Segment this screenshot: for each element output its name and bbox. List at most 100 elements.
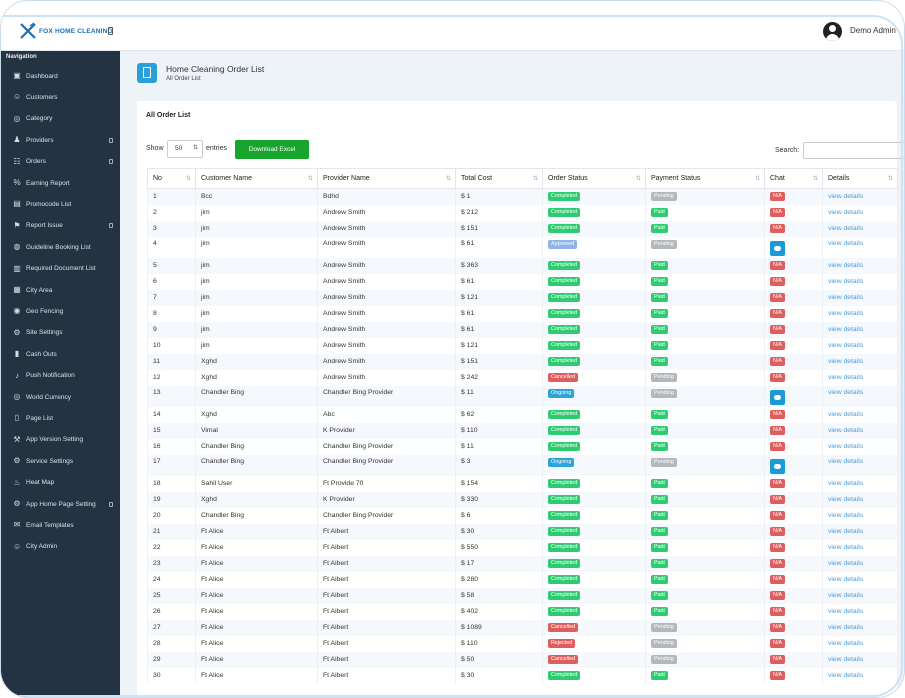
view-details-link[interactable]: view details — [828, 294, 864, 301]
sidebar-item-city-area[interactable]: ▦ City Area — [1, 280, 120, 300]
view-details-link[interactable]: view details — [828, 209, 864, 216]
cell-cost: $ 61 — [461, 278, 475, 285]
sidebar-item-site-settings[interactable]: ⚙ Site Settings — [1, 323, 120, 343]
sidebar-item-guideline-booking-list[interactable]: ◍ Guideline Booking List — [1, 237, 120, 257]
view-details-link[interactable]: view details — [828, 374, 864, 381]
view-details-link[interactable]: view details — [828, 225, 864, 232]
sidebar-item-required-document-list[interactable]: ▥ Required Document List — [1, 259, 120, 279]
col-header-order-status[interactable]: Order Status ⇅ — [542, 168, 646, 189]
col-header-cost[interactable]: Total Cost ⇅ — [455, 168, 543, 189]
view-details-link[interactable]: view details — [828, 239, 864, 247]
expand-caret-icon — [109, 223, 113, 229]
search-input[interactable] — [803, 142, 904, 159]
sidebar-item-page-list[interactable]: ▯ Page List — [1, 408, 120, 428]
view-details-link[interactable]: view details — [828, 278, 864, 285]
payment-status-badge: Paid — [651, 277, 668, 286]
view-details-link[interactable]: view details — [828, 358, 864, 365]
view-details-link[interactable]: view details — [828, 512, 864, 519]
sidebar-item-geo-fencing[interactable]: ◉ Geo Fencing — [1, 301, 120, 321]
view-details-link[interactable]: view details — [828, 560, 864, 567]
sidebar-item-customers[interactable]: ☺ Customers — [1, 87, 120, 107]
view-details-link[interactable]: view details — [828, 608, 864, 615]
view-details-link[interactable]: view details — [828, 193, 864, 201]
page-header: Home Cleaning Order List All Order List — [136, 60, 896, 100]
view-details-link[interactable]: view details — [828, 388, 864, 396]
sidebar-item-city-admin[interactable]: ☺ City Admin — [1, 537, 120, 557]
chat-na-badge: N/A — [770, 655, 785, 664]
sidebar-item-label: Cash Outs — [26, 350, 57, 358]
logo[interactable]: FOX HOME CLEANING — [19, 22, 113, 40]
col-header-details[interactable]: Details ⇅ — [822, 168, 898, 189]
cell-provider: Andrew Smith — [323, 326, 366, 333]
view-details-link[interactable]: view details — [828, 592, 864, 599]
chat-na-badge: N/A — [770, 495, 785, 504]
download-excel-button[interactable]: Download Excel — [235, 140, 309, 159]
chat-icon[interactable] — [770, 458, 785, 474]
view-details-link[interactable]: view details — [828, 480, 864, 487]
main-content: Home Cleaning Order List All Order List … — [120, 51, 904, 697]
payment-status-badge: Paid — [651, 208, 668, 217]
view-details-link[interactable]: view details — [828, 496, 864, 503]
table-row: 26 Ft Alice Ft Albert $ 402 Completed Paid N/A… — [147, 603, 898, 620]
menu-toggle-icon[interactable] — [108, 27, 113, 35]
cell-customer: jim — [201, 225, 210, 232]
col-header-customer[interactable]: Customer Name ⇅ — [195, 168, 318, 189]
sidebar-item-app-version-setting[interactable]: ⚒ App Version Setting — [1, 430, 120, 450]
sidebar-item-category[interactable]: ◎ Category — [1, 109, 120, 129]
sidebar-item-email-templates[interactable]: ✉ Email Templates — [1, 515, 120, 535]
sidebar-item-earning-report[interactable]: % Earning Report — [1, 173, 120, 193]
avatar[interactable] — [823, 22, 842, 41]
sidebar: Navigation ▣ Dashboard ☺ Customers ◎ Category… — [1, 51, 120, 697]
view-details-link[interactable]: view details — [828, 262, 864, 269]
view-details-link[interactable]: view details — [828, 656, 864, 663]
view-details-link[interactable]: view details — [828, 624, 864, 631]
sidebar-item-heat-map[interactable]: ♨ Heat Map — [1, 473, 120, 493]
sidebar-item-push-notification[interactable]: ♪ Push Notification — [1, 366, 120, 386]
cell-customer: Ft Alice — [201, 672, 224, 679]
chat-na-badge: N/A — [770, 373, 785, 382]
sidebar-item-promocode-list[interactable]: ▤ Promocode List — [1, 194, 120, 214]
view-details-link[interactable]: view details — [828, 544, 864, 551]
view-details-link[interactable]: view details — [828, 672, 864, 679]
sidebar-item-app-home-page-setting[interactable]: ⚙ App Home Page Setting — [1, 494, 120, 514]
sidebar-item-world-currency[interactable]: ◎ World Currency — [1, 387, 120, 407]
view-details-link[interactable]: view details — [828, 457, 864, 465]
table-row: 3 jim Andrew Smith $ 151 Completed Paid N/A vie… — [147, 220, 898, 237]
view-details-link[interactable]: view details — [828, 640, 864, 647]
expand-caret-icon — [109, 159, 113, 165]
cell-no: 28 — [153, 640, 161, 647]
cell-customer: Xghd — [201, 374, 217, 381]
view-details-link[interactable]: view details — [828, 528, 864, 535]
sidebar-item-cash-outs[interactable]: ▮ Cash Outs — [1, 344, 120, 364]
view-details-link[interactable]: view details — [828, 427, 864, 434]
order-status-badge: Completed — [548, 442, 581, 451]
col-header-no[interactable]: No ⇅ — [147, 168, 196, 189]
chat-icon[interactable] — [770, 240, 785, 256]
view-details-link[interactable]: view details — [828, 411, 864, 418]
expand-caret-icon — [109, 137, 113, 143]
sidebar-item-dashboard[interactable]: ▣ Dashboard — [1, 66, 120, 86]
view-details-link[interactable]: view details — [828, 342, 864, 349]
order-status-badge: Completed — [548, 426, 581, 435]
sidebar-item-report-issue[interactable]: ⚑ Report Issue — [1, 216, 120, 236]
user-name[interactable]: Demo Admin — [850, 26, 896, 35]
view-details-link[interactable]: view details — [828, 326, 864, 333]
col-header-chat[interactable]: Chat ⇅ — [764, 168, 823, 189]
col-header-provider[interactable]: Provider Name ⇅ — [317, 168, 456, 189]
sidebar-item-label: Orders — [26, 158, 46, 166]
entries-select[interactable]: 50 ⇅ — [167, 140, 203, 158]
view-details-link[interactable]: view details — [828, 310, 864, 317]
view-details-link[interactable]: view details — [828, 443, 864, 450]
view-details-link[interactable]: view details — [828, 576, 864, 583]
col-header-payment-status[interactable]: Payment Status ⇅ — [645, 168, 765, 189]
heat-map-icon: ♨ — [13, 477, 21, 487]
chat-na-badge: N/A — [770, 671, 785, 680]
globe-icon: ◍ — [13, 242, 21, 252]
sidebar-item-label: Service Settings — [26, 457, 73, 465]
sidebar-item-providers[interactable]: ♟ Providers — [1, 130, 120, 150]
sidebar-item-service-settings[interactable]: ⚙ Service Settings — [1, 451, 120, 471]
order-status-badge: Rejected — [548, 639, 576, 648]
chat-icon[interactable] — [770, 389, 785, 405]
chat-na-badge: N/A — [770, 527, 785, 536]
sidebar-item-orders[interactable]: ☷ Orders — [1, 152, 120, 172]
